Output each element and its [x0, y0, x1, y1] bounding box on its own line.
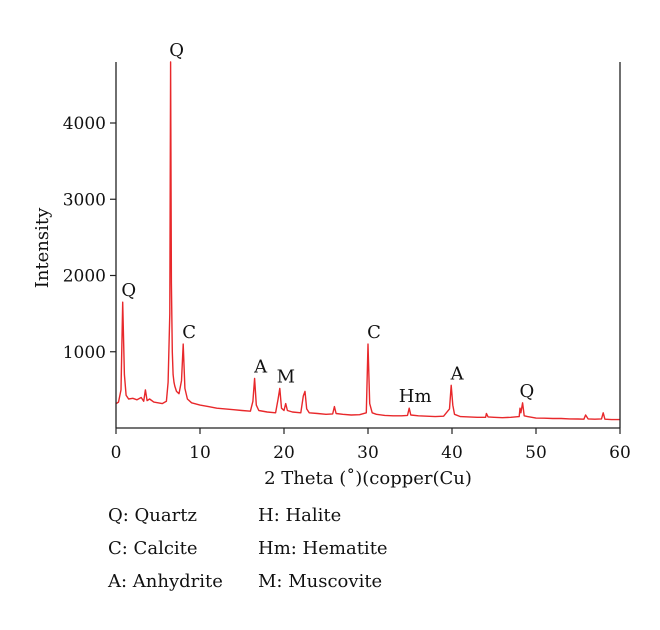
- peak-label: C: [182, 322, 196, 343]
- y-tick-label: 4000: [63, 114, 106, 134]
- legend-item-quartz: Q: Quartz: [108, 505, 197, 526]
- series-line-0: [115, 61, 620, 421]
- legend-item-hematite: Hm: Hematite: [258, 538, 388, 559]
- plot-area: [115, 61, 620, 421]
- x-tick-label: 30: [357, 443, 379, 463]
- peak-label: C: [367, 322, 381, 343]
- peak-label: A: [450, 363, 465, 384]
- axes: [115, 62, 621, 429]
- peak-label: Q: [519, 381, 534, 402]
- peak-label: A: [253, 356, 268, 377]
- y-tick-label: 2000: [63, 267, 106, 287]
- legend-item-halite: H: Halite: [258, 505, 342, 526]
- legend-item-muscovite: M: Muscovite: [258, 571, 383, 592]
- legend-item-calcite: C: Calcite: [108, 538, 198, 559]
- y-tick-label: 3000: [63, 190, 106, 210]
- peak-label: Q: [121, 280, 136, 301]
- peak-label: M: [277, 366, 295, 387]
- legend-item-anhydrite: A: Anhydrite: [108, 571, 223, 592]
- peak-label: Q: [169, 40, 184, 61]
- x-tick-label: 0: [111, 443, 122, 463]
- x-tick-label: 40: [441, 443, 463, 463]
- peak-label: Hm: [399, 386, 432, 407]
- x-tick-label: 50: [525, 443, 547, 463]
- x-tick-label: 10: [189, 443, 211, 463]
- x-tick-label: 60: [609, 443, 631, 463]
- y-tick-label: 1000: [63, 343, 106, 363]
- x-axis-label: 2 Theta (˚)(copper(Cu): [264, 467, 472, 489]
- ticks: 0 10 20 30 40 50 60 1000 2000 3000 4000: [63, 114, 631, 463]
- x-tick-label: 20: [273, 443, 295, 463]
- y-axis-label: Intensity: [32, 207, 53, 288]
- phase-legend: Q: Quartz C: Calcite A: Anhydrite H: Hal…: [108, 505, 438, 601]
